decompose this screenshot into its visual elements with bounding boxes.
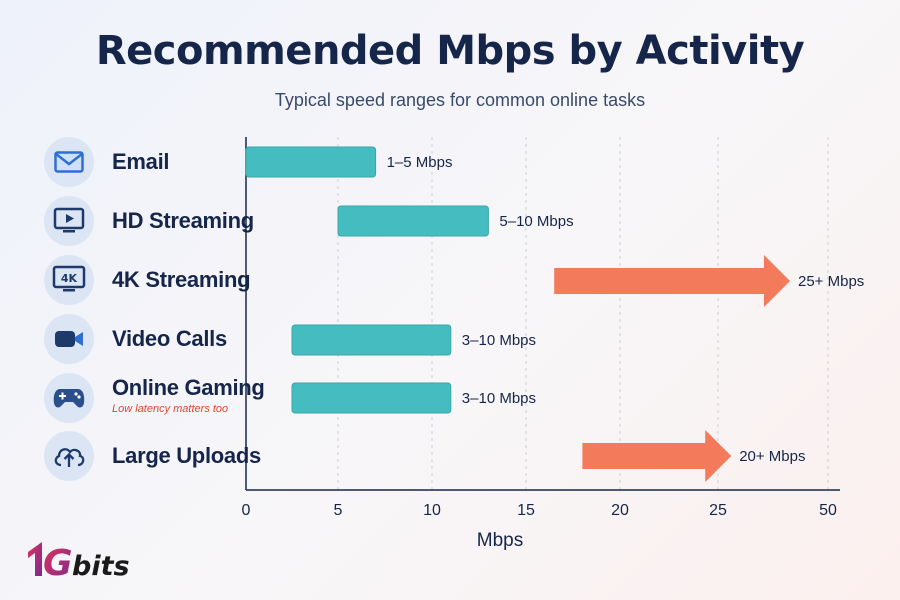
- activity-label: Online Gaming: [112, 375, 265, 400]
- activity-row-video-calls: Video Calls: [44, 314, 244, 364]
- x-axis-label: Mbps: [477, 530, 523, 551]
- open-ended-arrow: [582, 430, 732, 482]
- chart-title: Recommended Mbps by Activity: [95, 28, 805, 74]
- activity-row-4k-streaming: 4K 4K Streaming: [44, 255, 251, 305]
- open-ended-arrow: [554, 255, 790, 307]
- x-tick-label: 10: [423, 502, 441, 519]
- range-bar: [291, 382, 452, 414]
- svg-text:G: G: [43, 543, 73, 580]
- activity-note: Low latency matters too: [112, 403, 229, 415]
- brand-logo: G bits: [28, 542, 130, 580]
- x-tick-label: 0: [242, 502, 251, 519]
- x-tick-label: 25: [709, 502, 727, 519]
- chart-subtitle: Typical speed ranges for common online t…: [274, 90, 646, 110]
- range-bar: [291, 324, 452, 356]
- activity-label: Large Uploads: [112, 443, 261, 468]
- activity-row-large-uploads: Large Uploads: [44, 431, 261, 481]
- x-tick-label: 15: [517, 502, 535, 519]
- activity-label: Video Calls: [112, 326, 227, 351]
- activity-row-hd-streaming: HD Streaming: [44, 196, 254, 246]
- svg-text:4K: 4K: [61, 272, 78, 285]
- range-label: 20+ Mbps: [739, 448, 805, 465]
- cloud-upload-icon: [44, 431, 94, 481]
- activity-label: Email: [112, 149, 170, 174]
- range-label: 3–10 Mbps: [462, 390, 536, 407]
- envelope-icon: [44, 137, 94, 187]
- activity-row-online-gaming: Online Gaming Low latency matters too: [44, 373, 265, 423]
- range-label: 5–10 Mbps: [499, 213, 573, 230]
- x-tick-label: 20: [611, 502, 629, 519]
- range-bar: [245, 146, 377, 178]
- video-camera-icon: [44, 314, 94, 364]
- x-tick-label: 50: [819, 502, 837, 519]
- range-label: 1–5 Mbps: [387, 154, 453, 171]
- range-bar: [337, 205, 489, 237]
- 4k-monitor-icon: 4K: [44, 255, 94, 305]
- activity-label: 4K Streaming: [112, 267, 251, 292]
- range-label: 3–10 Mbps: [462, 332, 536, 349]
- activity-row-email: Email: [44, 137, 244, 187]
- x-tick-label: 5: [334, 502, 343, 519]
- range-label: 25+ Mbps: [798, 273, 864, 290]
- monitor-play-icon: [44, 196, 94, 246]
- svg-text:bits: bits: [72, 551, 130, 580]
- gamepad-icon: [44, 373, 94, 423]
- activity-label: HD Streaming: [112, 208, 254, 233]
